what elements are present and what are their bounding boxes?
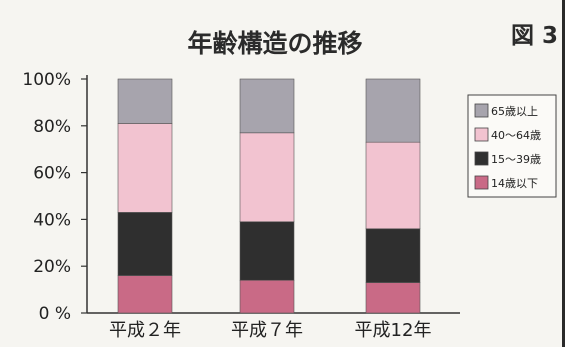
y-tick-label: 20% xyxy=(33,257,71,277)
bars xyxy=(117,78,421,314)
legend-swatch xyxy=(474,103,489,118)
category-label: 平成12年 xyxy=(355,320,432,341)
y-tick-label: 0 % xyxy=(39,304,71,324)
y-tick-label: 60% xyxy=(33,164,71,184)
category-labels: 平成２年 平成７年 平成12年 xyxy=(109,320,431,341)
bar-segment xyxy=(239,132,295,223)
bar-segment xyxy=(117,212,173,276)
y-tick-label: 40% xyxy=(33,210,71,230)
y-tick-labels: 0 % 20% 40% 60% 80% 100% xyxy=(22,70,71,324)
bar-segment xyxy=(239,78,295,134)
chart-title: 年齢構造の推移 xyxy=(187,29,362,58)
legend-swatch xyxy=(474,127,489,142)
bar-segment xyxy=(239,279,295,314)
bar-segment xyxy=(365,78,421,143)
legend-label: 14歳以下 xyxy=(491,177,538,190)
legend: 65歳以上 40～64歳 15～39歳 14歳以下 xyxy=(467,94,557,198)
legend-label: 15～39歳 xyxy=(491,153,541,166)
bar-segment xyxy=(117,78,173,124)
bar-segment xyxy=(117,123,173,213)
bar-segment xyxy=(365,282,421,314)
legend-swatch xyxy=(474,175,489,190)
y-tick-label: 100% xyxy=(22,70,71,90)
legend-swatch xyxy=(474,151,489,166)
bar-segment xyxy=(117,275,173,314)
bar-segment xyxy=(365,228,421,283)
category-label: 平成２年 xyxy=(109,320,181,341)
legend-label: 65歳以上 xyxy=(491,105,538,118)
bar-segment xyxy=(365,141,421,230)
bar-segment xyxy=(239,221,295,281)
y-tick-label: 80% xyxy=(33,117,71,137)
figure-label: 図 3 xyxy=(511,23,558,49)
legend-label: 40～64歳 xyxy=(491,129,541,142)
category-label: 平成７年 xyxy=(231,320,303,341)
